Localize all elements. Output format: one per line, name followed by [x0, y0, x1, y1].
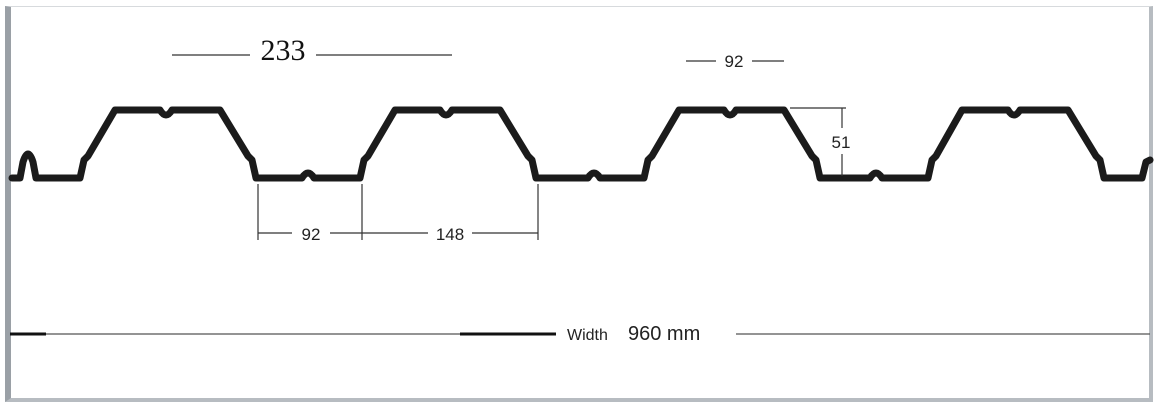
width-value: 960 mm — [628, 323, 700, 345]
drawing-frame — [5, 6, 1153, 402]
rib-top-label: 92 — [725, 52, 744, 71]
valley-width-label: 92 — [302, 225, 321, 244]
rib-height-dimension — [790, 107, 846, 176]
sheet-profile — [8, 106, 1154, 182]
pitch-label: 233 — [261, 34, 306, 67]
rib-height-label: 51 — [832, 133, 851, 152]
base-dimensions — [257, 184, 539, 240]
rib-base-label: 148 — [436, 225, 464, 244]
width-label: Width — [567, 327, 608, 344]
